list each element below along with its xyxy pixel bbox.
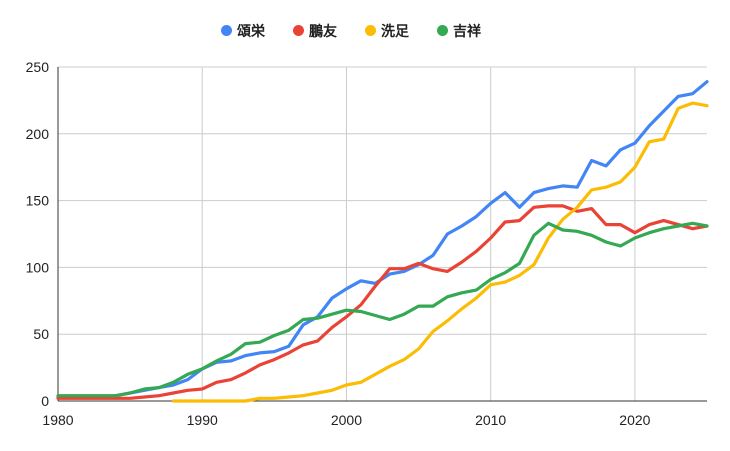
x-tick-label: 1990 — [187, 412, 218, 428]
legend-label: 洗足 — [381, 23, 410, 40]
legend: 頌栄 鵬友 洗足 吉祥 — [221, 23, 481, 40]
legend-swatch — [221, 25, 232, 36]
y-tick-label: 50 — [33, 326, 49, 342]
legend-swatch — [365, 25, 376, 36]
y-tick-label: 250 — [26, 59, 50, 75]
x-tick-label: 2000 — [331, 412, 362, 428]
legend-label: 鵬友 — [309, 23, 337, 40]
x-tick-label: 2020 — [619, 412, 650, 428]
series-line-1 — [56, 204, 709, 400]
y-tick-label: 100 — [26, 259, 50, 275]
series-line-0 — [56, 80, 709, 399]
legend-label: 吉祥 — [453, 23, 481, 40]
legend-swatch — [293, 25, 304, 36]
y-tick-label: 200 — [26, 126, 50, 142]
series-lines — [56, 80, 709, 403]
tick-labels: 0 50 100 150 200 250 1980 1990 2000 2010 2020 — [26, 59, 651, 428]
series-line-2 — [171, 101, 709, 403]
legend-swatch — [437, 25, 448, 36]
y-tick-label: 150 — [26, 193, 50, 209]
axes — [57, 67, 707, 402]
x-tick-label: 1980 — [42, 412, 73, 428]
series-line-3 — [56, 221, 709, 398]
x-tick-label: 2010 — [475, 412, 506, 428]
gridlines — [58, 66, 707, 401]
legend-label: 頌栄 — [236, 23, 266, 40]
y-tick-label: 0 — [41, 393, 49, 409]
